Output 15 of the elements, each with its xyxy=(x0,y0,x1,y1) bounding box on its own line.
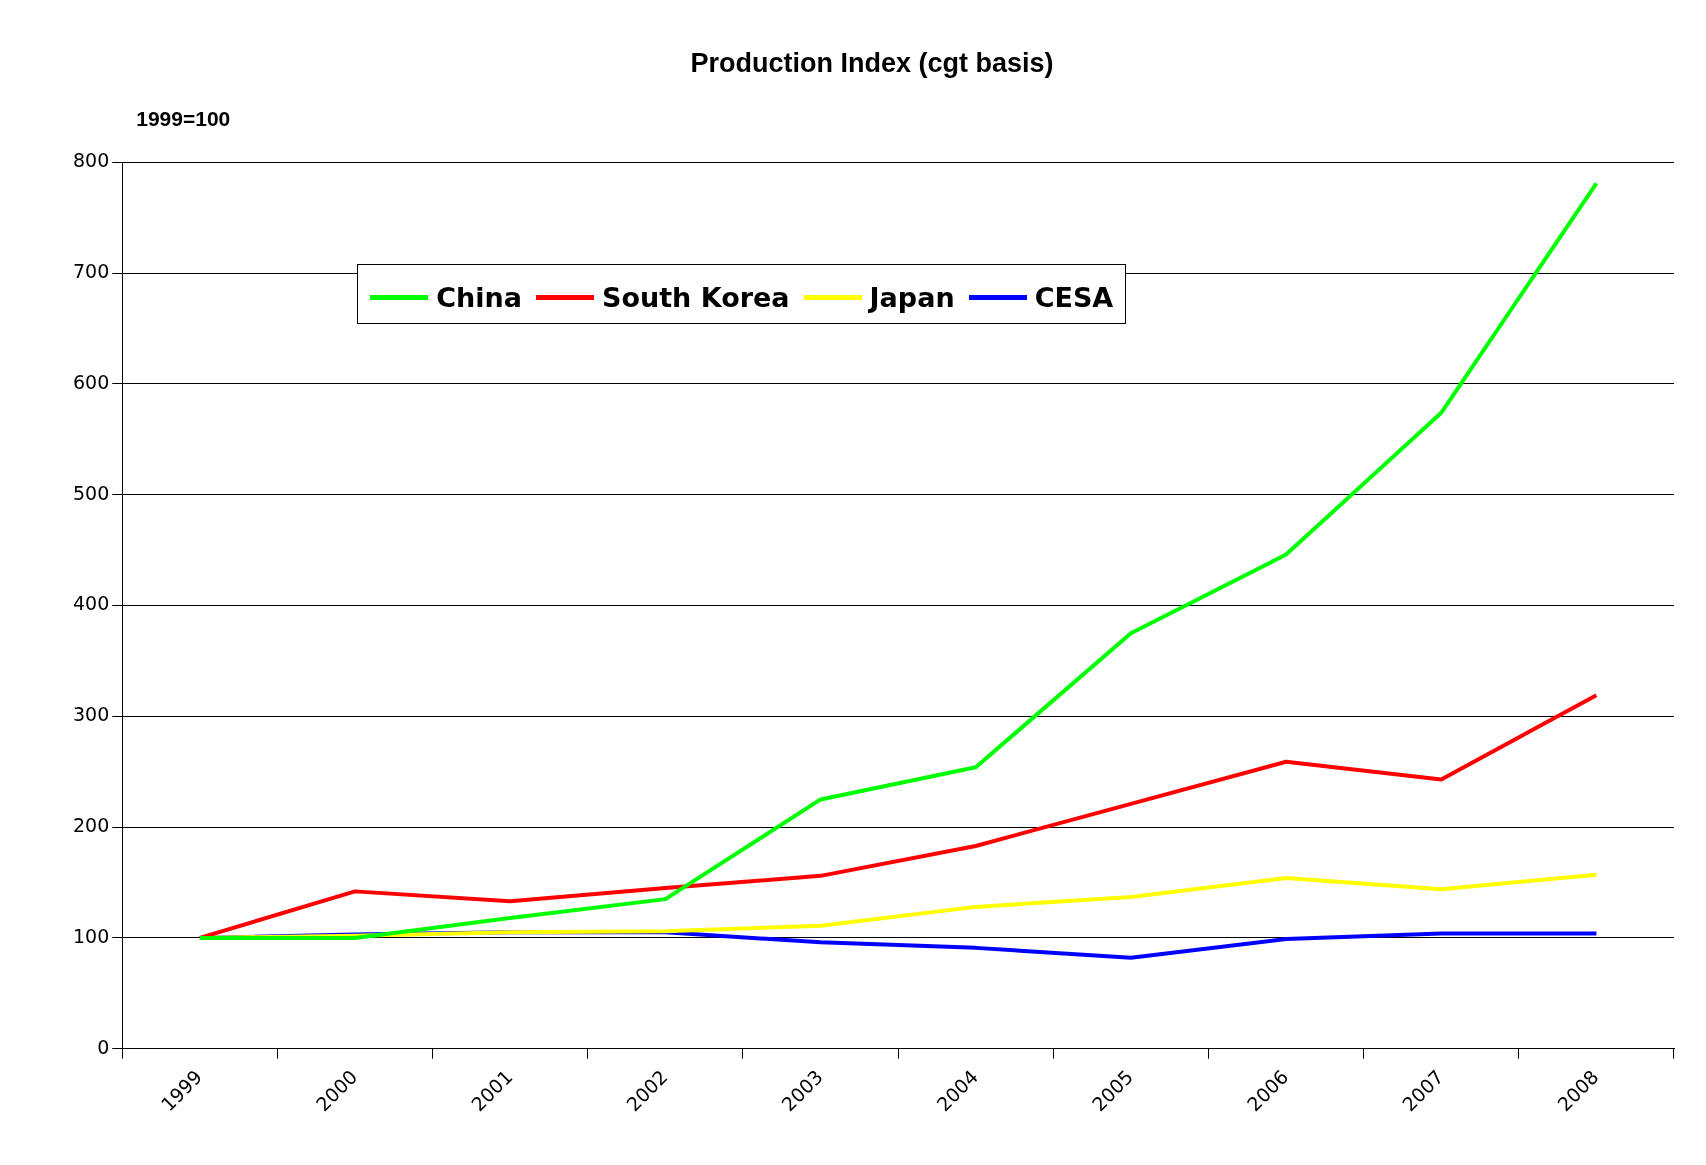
legend-label: CESA xyxy=(1034,282,1114,314)
y-tick-label: 300 xyxy=(73,703,110,726)
y-tick-label: 200 xyxy=(73,814,110,837)
legend-label: South Korea xyxy=(601,282,790,314)
y-tick-label: 400 xyxy=(73,592,110,615)
y-tick-label: 0 xyxy=(97,1035,110,1058)
legend-label: China xyxy=(436,282,522,314)
y-tick-label: 800 xyxy=(73,149,110,172)
y-tick-label: 600 xyxy=(73,370,110,393)
y-tick-label: 700 xyxy=(73,260,110,283)
legend-label: Japan xyxy=(869,282,955,314)
y-tick-label: 500 xyxy=(73,481,110,504)
y-tick-label: 100 xyxy=(73,924,110,947)
chart-title: Production Index (cgt basis) xyxy=(690,47,1054,78)
text: 1999=100 xyxy=(136,106,231,130)
